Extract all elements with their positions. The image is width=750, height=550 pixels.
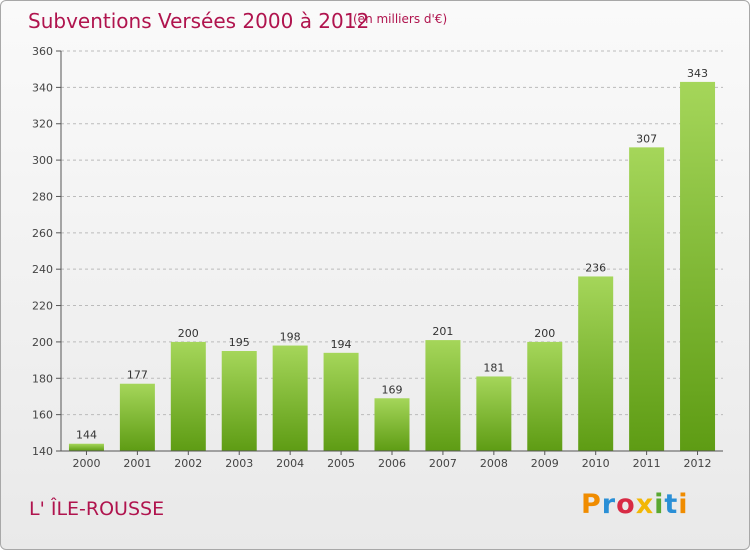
bar-value-label: 195	[229, 336, 250, 349]
bar-2001	[119, 383, 155, 451]
bar-2008	[476, 376, 512, 451]
bar-value-label: 181	[483, 361, 504, 374]
bar-value-label: 343	[687, 67, 708, 80]
x-tick-label: 2007	[429, 457, 457, 470]
bar-2011	[629, 147, 665, 451]
axes	[56, 50, 723, 455]
bar-2002	[170, 341, 206, 451]
proxiti-logo: Proxiti	[581, 489, 689, 520]
bar-value-label: 169	[382, 383, 403, 396]
logo-letter: o	[616, 489, 636, 520]
x-tick-label: 2010	[582, 457, 610, 470]
bars	[68, 81, 716, 451]
logo-letter: i	[678, 489, 689, 520]
bar-2007	[425, 340, 461, 451]
bar-2009	[527, 341, 563, 451]
x-tick-label: 2004	[276, 457, 304, 470]
bar-2012	[680, 81, 716, 451]
bar-value-label: 200	[178, 327, 199, 340]
y-tick-label: 340	[32, 81, 53, 94]
logo-letter: i	[654, 489, 665, 520]
bar-value-label: 194	[331, 338, 352, 351]
chart-unit: (en milliers d'€)	[353, 12, 448, 26]
x-tick-label: 2011	[633, 457, 661, 470]
labels: 140 160 180 200 220 240 260 280 300 320 340 360 144 2…	[32, 45, 712, 470]
bar-2010	[578, 276, 614, 451]
x-tick-label: 2009	[531, 457, 559, 470]
logo-letter: x	[635, 489, 655, 520]
logo-letter: t	[664, 489, 679, 520]
y-tick-label: 200	[32, 336, 53, 349]
bar-value-label: 177	[127, 369, 148, 382]
bar-2000	[68, 443, 104, 451]
bar-2006	[374, 398, 410, 451]
x-tick-label: 2001	[123, 457, 151, 470]
y-tick-label: 280	[32, 190, 53, 203]
y-tick-label: 140	[32, 445, 53, 458]
bar-value-label: 198	[280, 331, 301, 344]
x-tick-label: 2000	[72, 457, 100, 470]
bar-value-label: 200	[534, 327, 555, 340]
bar-value-label: 307	[636, 132, 657, 145]
y-tick-label: 160	[32, 409, 53, 422]
bar-2003	[221, 351, 257, 451]
x-tick-label: 2002	[174, 457, 202, 470]
bar-value-label: 201	[432, 325, 453, 338]
x-tick-label: 2003	[225, 457, 253, 470]
logo-letter: P	[581, 489, 602, 520]
y-tick-label: 240	[32, 263, 53, 276]
bar-value-label: 236	[585, 261, 606, 274]
y-tick-label: 300	[32, 154, 53, 167]
y-tick-label: 360	[32, 45, 53, 58]
chart-title: Subventions Versées 2000 à 2012	[28, 9, 370, 33]
x-tick-label: 2006	[378, 457, 406, 470]
commune-name: L' ÎLE-ROUSSE	[29, 498, 165, 520]
x-tick-label: 2005	[327, 457, 355, 470]
logo-letter: r	[601, 489, 617, 520]
bar-2005	[323, 352, 359, 451]
x-tick-label: 2012	[684, 457, 712, 470]
y-tick-label: 260	[32, 227, 53, 240]
y-tick-label: 220	[32, 300, 53, 313]
grid-lines	[61, 50, 723, 416]
bar-2004	[272, 345, 308, 451]
y-tick-label: 180	[32, 372, 53, 385]
y-tick-label: 320	[32, 118, 53, 131]
bar-value-label: 144	[76, 429, 97, 442]
x-tick-label: 2008	[480, 457, 508, 470]
